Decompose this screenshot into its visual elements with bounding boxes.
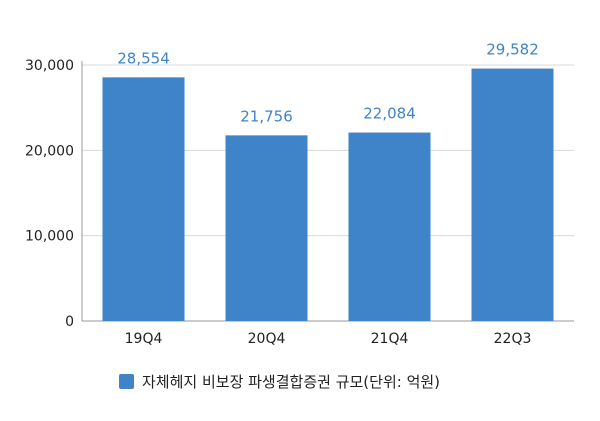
legend-label: 자체헤지 비보장 파생결합증권 규모(단위: 억원) bbox=[142, 373, 441, 391]
y-tick-label: 0 bbox=[65, 314, 74, 330]
legend: 자체헤지 비보장 파생결합증권 규모(단위: 억원) bbox=[119, 371, 440, 392]
bar bbox=[225, 135, 308, 321]
legend-swatch bbox=[119, 374, 134, 389]
data-label: 21,756 bbox=[240, 107, 293, 125]
x-tick-label: 20Q4 bbox=[248, 331, 286, 347]
x-tick-label: 21Q4 bbox=[371, 331, 409, 347]
bar bbox=[471, 68, 554, 322]
data-label: 22,084 bbox=[363, 105, 416, 123]
x-tick-label: 19Q4 bbox=[125, 331, 163, 347]
x-tick-label: 22Q3 bbox=[494, 331, 532, 347]
bar bbox=[348, 132, 431, 321]
y-tick-label: 10,000 bbox=[25, 229, 74, 245]
data-label: 29,582 bbox=[486, 41, 539, 59]
bar bbox=[102, 77, 185, 321]
data-label: 28,554 bbox=[117, 49, 170, 67]
y-tick-label: 20,000 bbox=[25, 143, 74, 159]
y-tick-label: 30,000 bbox=[25, 58, 74, 74]
